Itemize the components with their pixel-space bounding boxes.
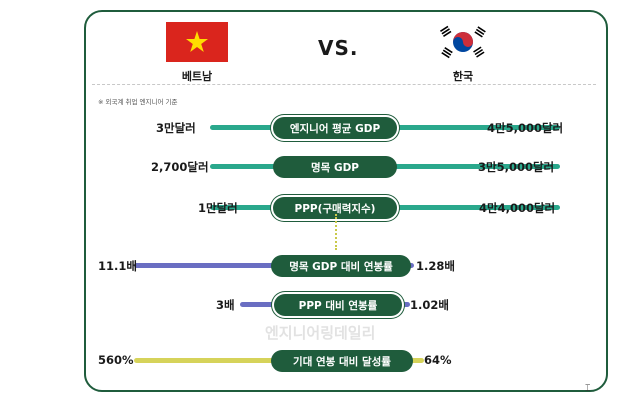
korea-value: 64% [424,353,452,367]
section-divider [92,84,596,85]
row-label-pill: 명목 GDP [273,156,397,178]
vietnam-value: 1만달러 [198,201,238,215]
criteria-note: ※ 외국계 취업 엔지니어 기준 [98,98,178,106]
watermark-text: 엔지니어링데일리 [265,324,376,342]
korea-value: 4만4,000달러 [479,201,556,215]
vietnam-value: 11.1배 [98,259,137,273]
text-cursor-icon: ⌶ [585,384,591,394]
korea-value: 3만5,000달러 [478,160,555,174]
korea-value: 4만5,000달러 [487,121,564,135]
row-label-pill: 엔지니어 평균 GDP [273,117,397,139]
row-label-pill: PPP(구매력지수) [273,197,397,219]
vietnam-value: 3배 [216,298,235,312]
vietnam-value: 3만달러 [156,121,196,135]
left-country-label: 베트남 [181,70,213,83]
korea-value: 1.02배 [410,298,449,312]
row-label-pill: 기대 연봉 대비 달성률 [271,350,413,372]
vietnam-value: 560% [98,353,134,367]
row-label-pill: 명목 GDP 대비 연봉률 [271,255,411,277]
korea-value: 1.28배 [416,259,455,273]
vietnam-value: 2,700달러 [151,160,209,174]
row-label-pill: PPP 대비 연봉률 [274,294,402,316]
connector-line [335,214,337,250]
right-country-label: 한국 [452,70,474,83]
vietnam-flag-icon [166,22,228,62]
korea-flag-icon [434,22,492,62]
vs-label: VS. [318,36,359,60]
